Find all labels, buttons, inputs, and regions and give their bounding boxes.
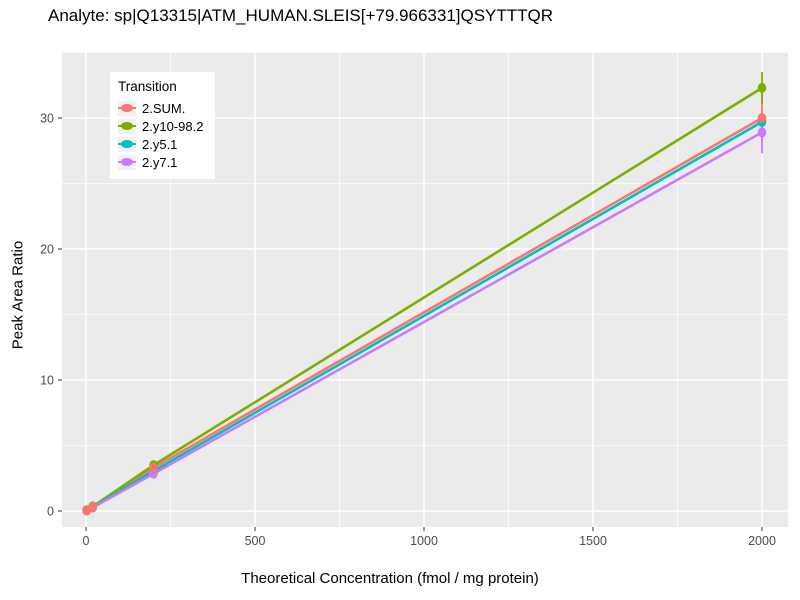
svg-text:1500: 1500 (579, 534, 607, 548)
legend-item-label: 2.y10-98.2 (142, 118, 204, 134)
legend-title: Transition (118, 79, 177, 94)
legend-item: 2.y5.1 (118, 135, 203, 153)
svg-text:0: 0 (83, 534, 90, 548)
legend-key-line-point-icon (118, 118, 136, 134)
legend-key-line-point-icon (118, 136, 136, 152)
svg-text:1000: 1000 (410, 534, 438, 548)
svg-text:30: 30 (40, 112, 54, 126)
legend-item: 2.SUM. (118, 99, 203, 117)
legend-key-line-point-icon (118, 100, 136, 116)
svg-text:20: 20 (40, 243, 54, 257)
legend-item: 2.y10-98.2 (118, 117, 203, 135)
legend-item-label: 2.y5.1 (142, 136, 178, 152)
legend-item-label: 2.SUM. (142, 100, 186, 116)
legend-key-line-point-icon (118, 154, 136, 170)
svg-text:10: 10 (40, 374, 54, 388)
y-axis-title: Peak Area Ratio (9, 240, 27, 350)
plot-title: Analyte: sp|Q13315|ATM_HUMAN.SLEIS[+79.9… (48, 6, 554, 25)
svg-text:2000: 2000 (748, 534, 776, 548)
legend: Transition 2.SUM. 2.y10-98.2 2.y5.1 2.y7… (110, 72, 216, 179)
legend-item-label: 2.y7.1 (142, 154, 178, 170)
legend-item: 2.y7.1 (118, 153, 203, 171)
svg-text:500: 500 (245, 534, 266, 548)
svg-text:0: 0 (47, 505, 54, 519)
x-axis-title: Theoretical Concentration (fmol / mg pro… (241, 570, 539, 587)
